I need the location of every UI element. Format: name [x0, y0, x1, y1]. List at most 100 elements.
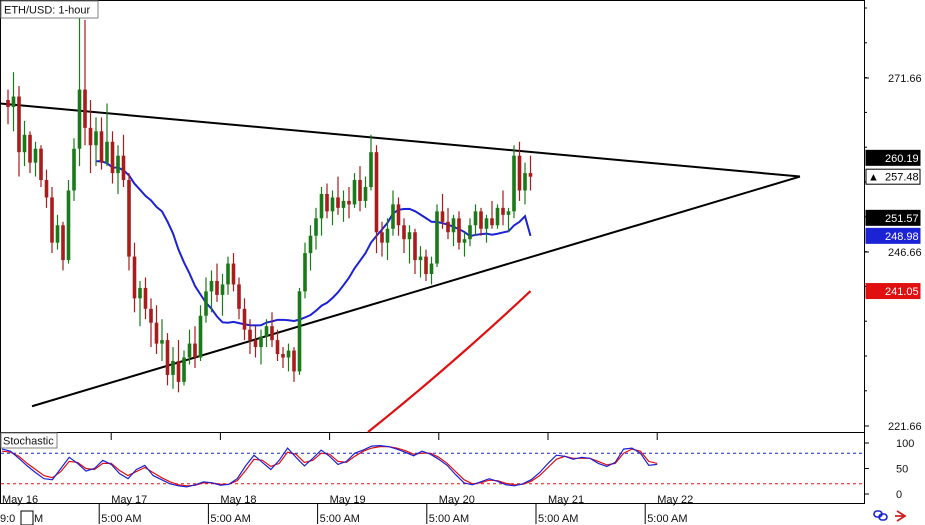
stochastic-tick-label: 0 — [896, 489, 902, 501]
candle — [402, 218, 406, 254]
candle-body — [440, 211, 445, 222]
candle — [451, 214, 456, 247]
candle — [413, 228, 417, 274]
candle-body — [17, 96, 21, 153]
candle — [292, 347, 296, 382]
candle-body — [61, 225, 65, 261]
ascending-trendline — [31, 175, 801, 408]
candle-body — [121, 155, 126, 181]
candle-body — [6, 99, 10, 107]
candle — [303, 242, 307, 299]
candle-body — [418, 256, 423, 261]
candle — [484, 214, 489, 243]
candle — [473, 204, 478, 236]
candle-body — [506, 211, 511, 215]
candle — [347, 186, 351, 219]
price-tag-arrow: ▲ — [868, 172, 879, 184]
candle-body — [325, 193, 329, 212]
candle — [44, 169, 49, 208]
candle — [264, 319, 269, 348]
main-pane[interactable] — [0, 0, 865, 433]
candle — [231, 253, 236, 292]
candles — [6, 6, 533, 393]
candle — [193, 326, 197, 368]
date-label: May 22 — [657, 494, 693, 506]
price-tag-bg — [865, 149, 921, 166]
candle — [182, 350, 186, 386]
candle-body — [413, 232, 417, 261]
candle-body — [187, 343, 192, 358]
candle-body — [39, 148, 43, 181]
candle-body — [110, 141, 115, 174]
arrow-right-icon[interactable] — [895, 510, 907, 522]
candle-body — [275, 340, 280, 355]
price-axis: 271.66 246.66 221.66 — [864, 7, 922, 433]
candle — [55, 214, 60, 250]
date-label: May 16 — [2, 494, 38, 506]
candle-body — [77, 89, 82, 149]
price-tag-label: 248.98 — [885, 231, 919, 243]
candle — [259, 329, 263, 365]
candle — [380, 221, 384, 257]
link-icon[interactable] — [873, 510, 888, 521]
candle-body — [55, 225, 60, 243]
price-tag: 260.19 — [865, 149, 921, 166]
candle-body — [127, 180, 131, 257]
descending-trendline — [0, 102, 801, 178]
candle-body — [286, 350, 291, 358]
stochastic-tick-label: 100 — [896, 438, 914, 450]
candle — [462, 232, 467, 257]
candle-body — [369, 152, 373, 187]
candle — [110, 131, 115, 184]
candle-body — [132, 256, 137, 299]
candle — [407, 225, 412, 264]
candle — [17, 86, 21, 177]
candle-body — [281, 354, 285, 358]
candle-body — [231, 263, 236, 285]
candle-body — [22, 134, 27, 153]
candle-body — [88, 127, 93, 146]
candle — [501, 190, 505, 226]
price-tag: ▲ 257.48 — [865, 168, 921, 185]
candle-body — [468, 225, 472, 240]
candle-body — [473, 211, 478, 226]
candle-body — [446, 221, 450, 233]
candle-body — [198, 315, 203, 358]
candle — [363, 176, 368, 208]
candle — [11, 72, 16, 132]
candle — [468, 218, 472, 247]
candle — [154, 305, 159, 355]
price-tag-bg — [865, 209, 921, 226]
stochastic-k-line — [1, 444, 658, 488]
candle-body — [385, 228, 390, 243]
time-label: M — [34, 513, 43, 525]
stochastic-pane[interactable] — [0, 432, 865, 504]
candle — [517, 141, 522, 201]
price-tag-label: 241.05 — [885, 286, 919, 298]
candle-body — [160, 340, 164, 344]
candle-body — [407, 232, 412, 240]
candle-body — [209, 280, 214, 292]
candle — [396, 197, 401, 236]
candle-body — [435, 211, 439, 264]
candle — [385, 218, 390, 261]
candle-body — [396, 204, 401, 226]
price-tag-label: 257.48 — [885, 172, 919, 184]
candle-body — [99, 131, 104, 163]
candle-body — [501, 207, 505, 215]
time-label: 5:00 AM — [538, 513, 578, 525]
candle — [512, 145, 516, 219]
candle — [286, 343, 291, 372]
candle-body — [528, 173, 533, 177]
candle-body — [237, 284, 241, 309]
candle — [248, 319, 252, 355]
candle-body — [138, 287, 142, 299]
candle — [418, 246, 423, 278]
candle — [528, 155, 533, 191]
candle — [281, 347, 285, 368]
candle — [116, 145, 120, 194]
candle-body — [83, 89, 87, 128]
candle-body — [352, 180, 357, 205]
trendlines — [0, 102, 801, 408]
